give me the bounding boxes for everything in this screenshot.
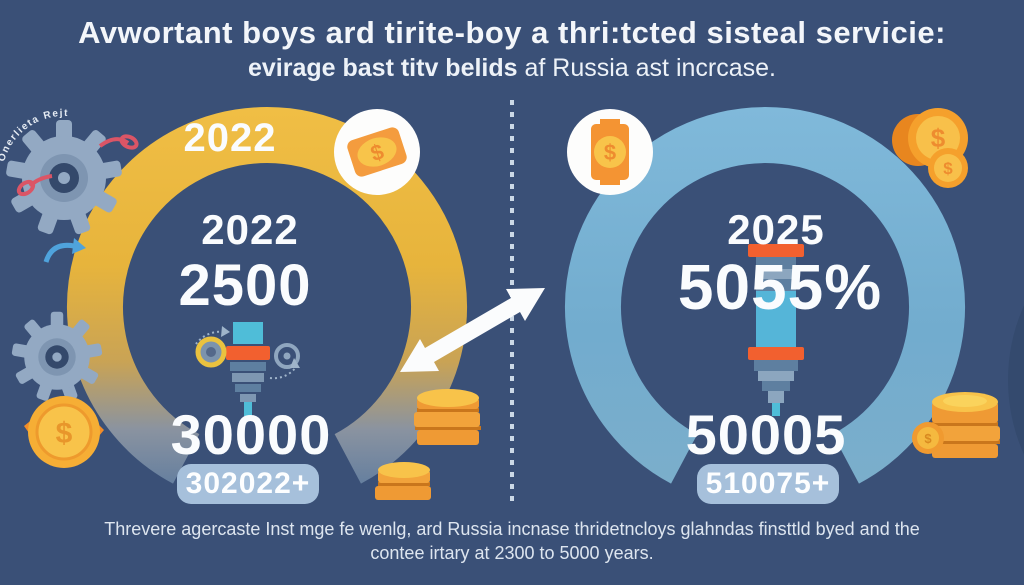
coins-pair-icon: $ $: [892, 108, 968, 188]
coin-stack-icon: [414, 389, 481, 445]
money-tag-badge-icon: $: [567, 109, 653, 195]
dollar-coin-icon: $: [24, 396, 104, 468]
left-ring-top-label: 2022: [183, 116, 277, 160]
footer-caption-line1: Threvere agercaste Inst mge fe wenlg, ar…: [104, 519, 920, 539]
refresh-arrow-icon: [43, 238, 86, 263]
right-badge: 510075+: [697, 464, 839, 504]
footer-caption-line2: contee irtary at 2300 to 5000 years.: [370, 543, 654, 563]
right-percent-label: 5055%: [677, 251, 883, 323]
left-year-label: 2022: [201, 206, 299, 253]
coin-stack-icon: $: [912, 392, 1000, 458]
double-arrow-icon: [400, 288, 545, 372]
page-title: Avwortant boys ard tirite-boy a thri:tct…: [78, 15, 946, 50]
coin-stack-icon: [375, 462, 431, 500]
right-total-label: 50005: [685, 403, 847, 466]
dollar-glyph: $: [943, 159, 953, 178]
background-accent-circle: [1008, 305, 1024, 455]
injector-icon-right: [748, 244, 804, 416]
gauge-ring-right: [565, 107, 965, 484]
injector-icon-left: [195, 322, 300, 416]
dollar-glyph: $: [56, 417, 73, 450]
subtitle-regular-text: af Russia ast incrcase.: [517, 54, 776, 82]
page-subtitle: evirage bast titv belids af Russia ast i…: [0, 54, 1024, 83]
wrench-accent-icon: [16, 134, 139, 197]
dollar-glyph: $: [604, 140, 616, 165]
money-ticket-badge-icon: $: [334, 109, 420, 195]
right-year-label: 2025: [727, 206, 825, 253]
left-badge: 302022+: [177, 464, 319, 504]
left-total-label: 30000: [170, 403, 332, 466]
dollar-glyph: $: [931, 123, 946, 153]
left-value-label: 2500: [178, 253, 312, 318]
subtitle-bold-text: evirage bast titv belids: [248, 54, 518, 82]
dollar-glyph: $: [924, 431, 932, 446]
